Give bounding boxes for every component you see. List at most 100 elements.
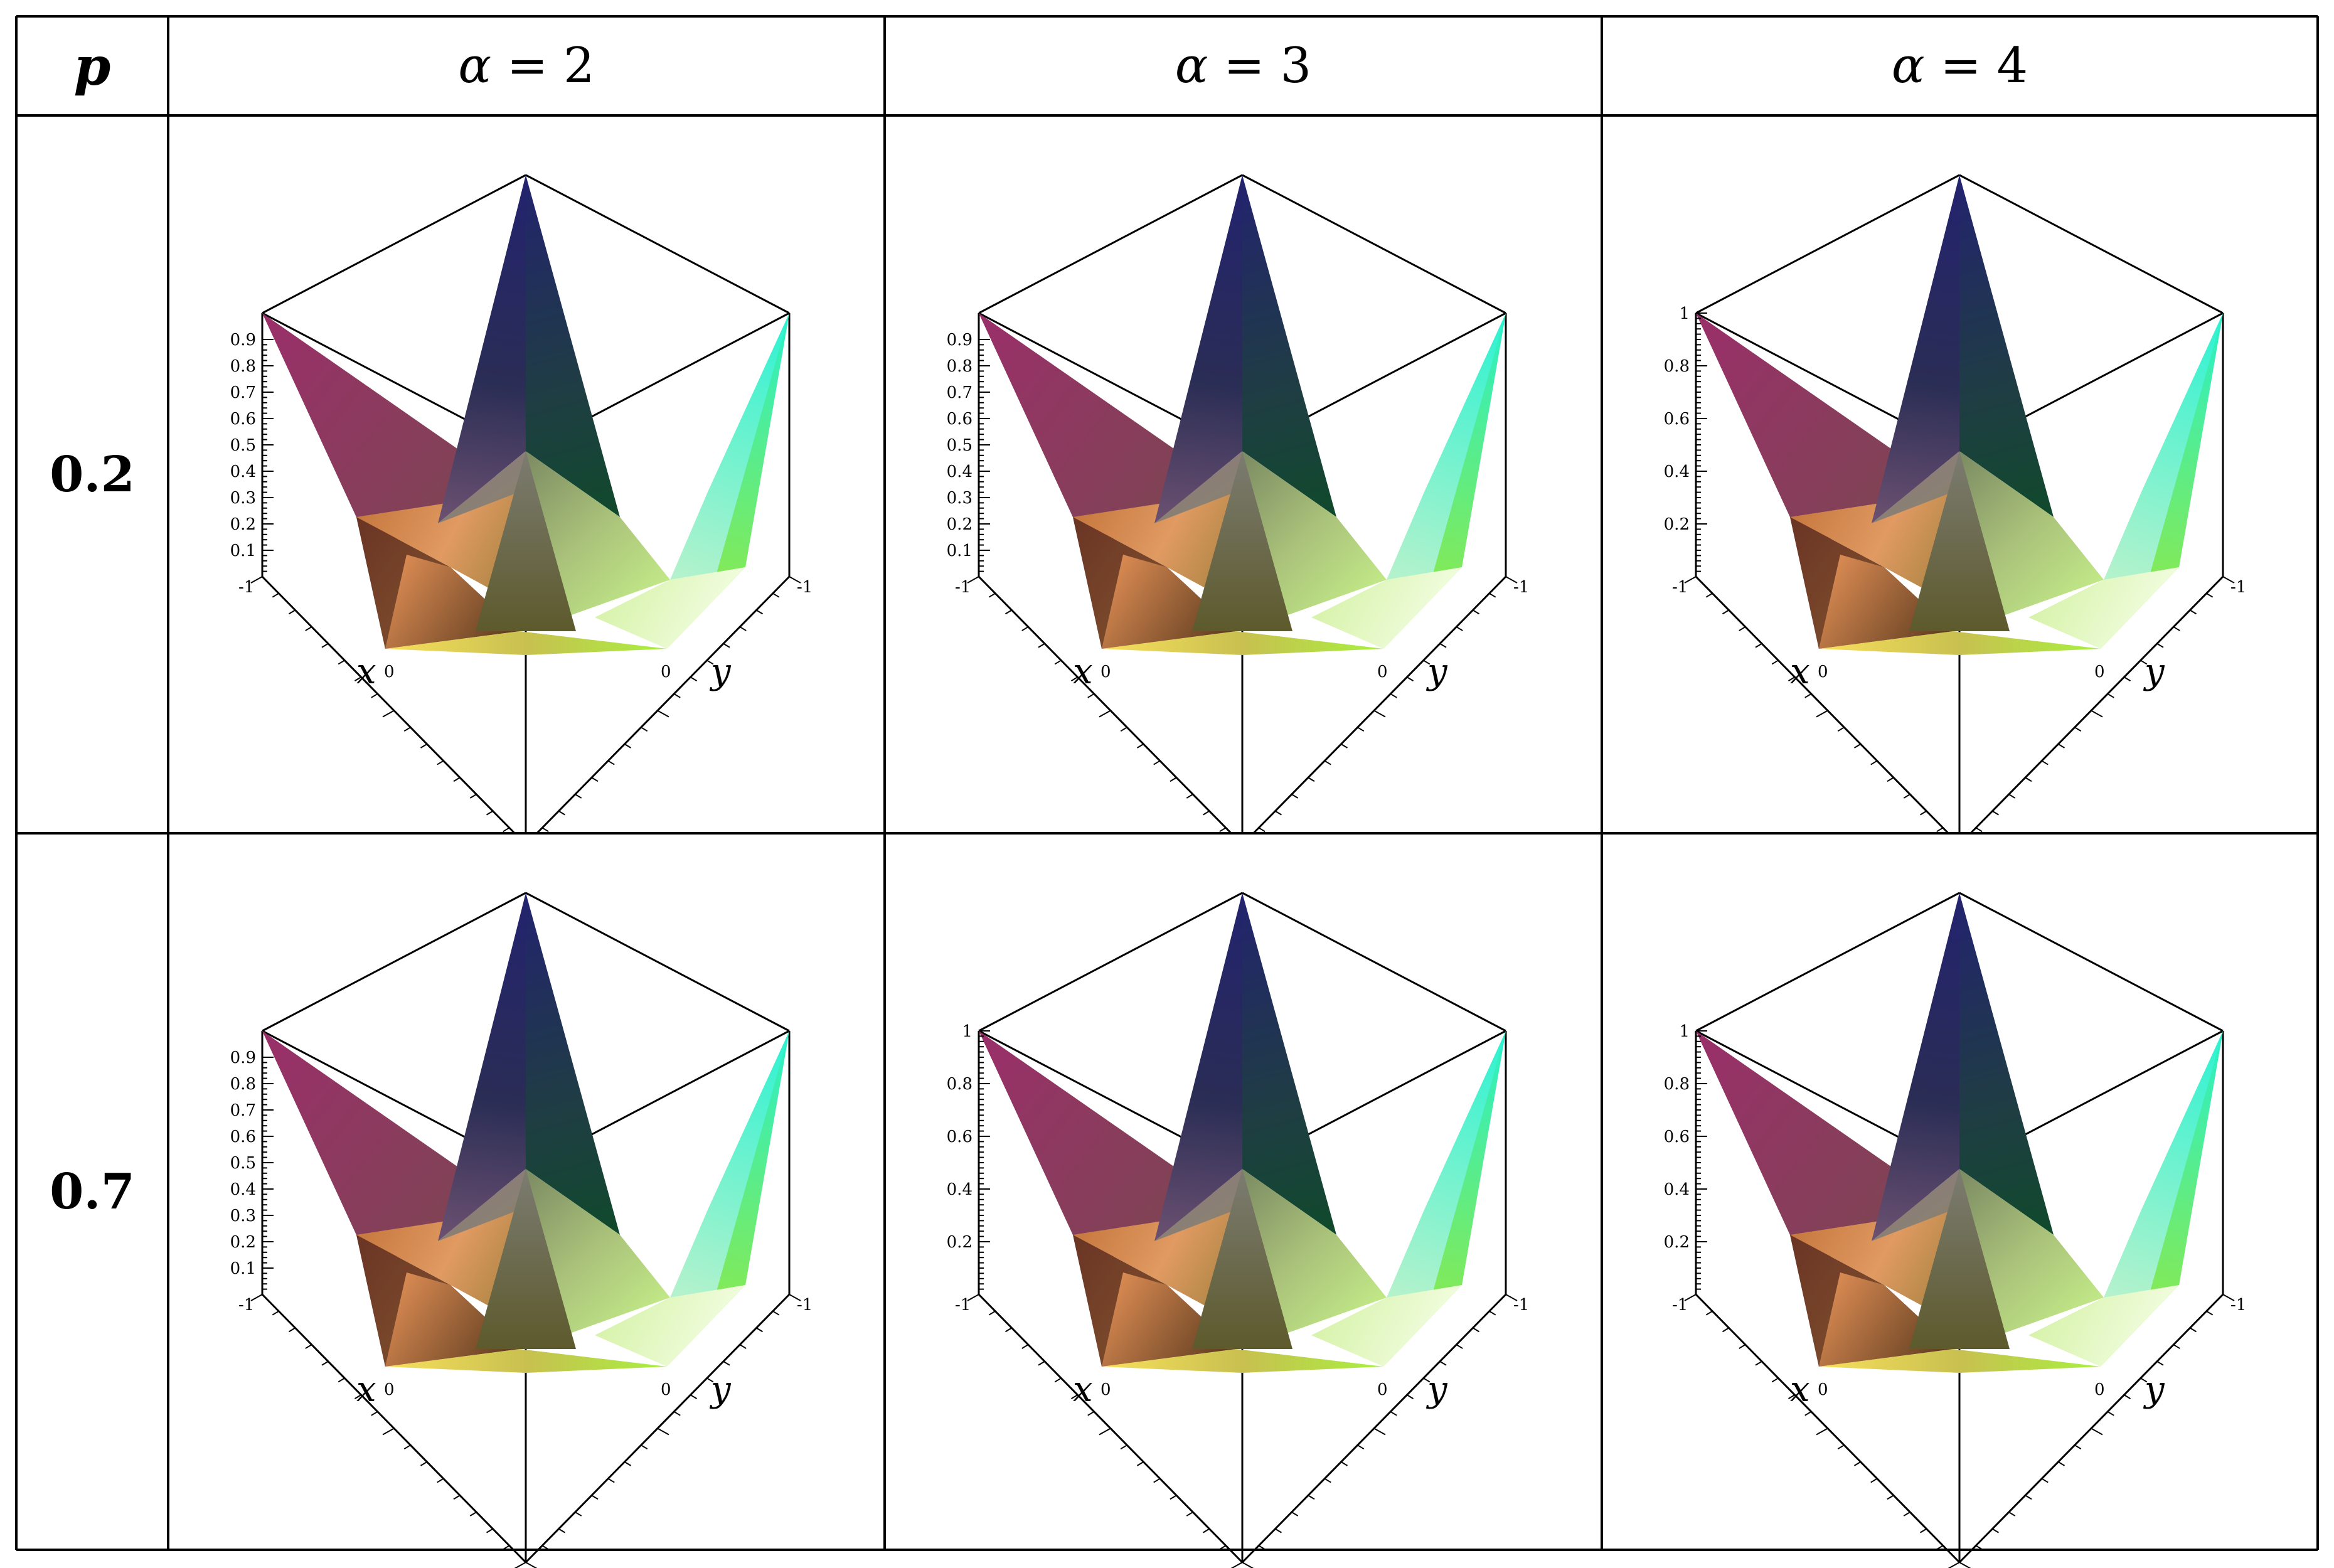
y-tick [772, 592, 780, 598]
y-tick [2189, 609, 2197, 615]
y-tick [1489, 1310, 1496, 1316]
z-tick-label: 0.6 [1664, 410, 1690, 429]
x-tick [1153, 1478, 1161, 1483]
y-tick [2206, 1310, 2214, 1316]
row-label-text: 0.2 [50, 445, 135, 503]
x-tick [321, 1360, 329, 1366]
y-tick [739, 1344, 747, 1349]
x-tick [1919, 1528, 1927, 1533]
y-tick [772, 1310, 780, 1316]
y-tick [2123, 1394, 2131, 1399]
surface-face [1959, 893, 2054, 1235]
surface-face [1872, 175, 1959, 523]
y-tick [1258, 827, 1266, 833]
x-tick [1038, 643, 1045, 648]
surface-face [1819, 1349, 2101, 1373]
y-tick [1340, 744, 1348, 749]
box-edge [1959, 892, 2224, 1032]
x-tick [1705, 1310, 1713, 1316]
z-tick-label: 0.3 [947, 489, 972, 508]
x-tick [1739, 626, 1746, 631]
z-tick-label: 0.1 [230, 541, 256, 560]
x-axis-label: x [1073, 651, 1093, 692]
x-tick [1948, 1562, 1960, 1568]
y-axis-label: y [2143, 651, 2165, 692]
surface-face [526, 175, 620, 517]
box-edge [1695, 892, 1960, 1032]
surface-face [476, 451, 576, 631]
x-tick [382, 1427, 395, 1436]
x-tick [1099, 1427, 1111, 1436]
z-tick-label: 0.6 [230, 1128, 256, 1146]
z-tick-label: 0.3 [230, 1207, 256, 1225]
surface-face [1192, 451, 1292, 631]
x-tick [371, 1411, 378, 1416]
z-tick-label: 0.8 [230, 357, 256, 376]
z-tick-label: 0.8 [230, 1075, 256, 1094]
y-tick [690, 1394, 698, 1399]
x-tick [305, 1344, 312, 1349]
x-tick [1054, 659, 1062, 665]
y-tick-label: 0 [2094, 1380, 2105, 1399]
y-tick [1975, 1545, 1983, 1550]
surface-face [438, 175, 526, 523]
z-axis: 0.2 0.4 0.6 0.8 1 [947, 1022, 990, 1290]
box-edge [525, 174, 790, 314]
y-tick [739, 626, 747, 631]
y-tick [1373, 1427, 1386, 1436]
xy-axes: -1 0 0 -1 x y [955, 576, 1529, 851]
x-tick [354, 676, 362, 681]
surface-face [438, 451, 526, 605]
surface-face [1790, 492, 1953, 605]
x-tick [1722, 609, 1730, 615]
surface-face [2028, 1285, 2179, 1367]
x-tick [1021, 626, 1029, 631]
x-tick-label: 0 [384, 1380, 395, 1399]
y-tick [2057, 1461, 2065, 1466]
surface-face [1872, 893, 1959, 1241]
x-tick [1070, 676, 1079, 681]
surface-face [1872, 1169, 1959, 1323]
y-tick [1456, 626, 1463, 631]
x-tick [1870, 760, 1878, 765]
surface-plot: 0.2 0.4 0.6 0.8 1 -1 0 0 -1 x y [1664, 174, 2246, 851]
x-tick [1887, 1495, 1894, 1500]
x-tick [1870, 1478, 1878, 1483]
y-tick [2074, 727, 2082, 732]
y-tick [2222, 576, 2235, 584]
z-tick-label: 0.2 [947, 515, 972, 534]
y-tick [789, 1294, 801, 1301]
surface-plot: 0.1 0.2 0.3 0.4 0.5 0.6 0.7 0.8 0.9 -1 0 0 -1 x y [230, 892, 813, 1568]
surface-face [1387, 1031, 1506, 1298]
x-tick [1038, 1360, 1045, 1366]
box-edge [525, 892, 790, 1032]
z-tick-label: 0.4 [230, 1180, 256, 1199]
y-tick [657, 710, 669, 718]
x-tick [403, 1444, 411, 1450]
y-tick [1274, 810, 1282, 816]
z-tick-label: 0.6 [230, 410, 256, 429]
y-tick [541, 1545, 549, 1550]
x-tick [1219, 1545, 1227, 1550]
xy-axes: -1 0 0 -1 x y [1672, 576, 2246, 851]
x-tick [321, 643, 329, 648]
z-tick-label: 0.2 [947, 1233, 972, 1252]
z-tick-label: 0.3 [230, 489, 256, 508]
x-tick [1219, 827, 1227, 833]
bounding-box [978, 174, 1507, 846]
surface-face [385, 631, 667, 655]
surface-face [1102, 1349, 1383, 1373]
z-tick-label: 0.5 [947, 436, 972, 455]
y-tick [789, 576, 801, 584]
y-tick-label: 0 [1377, 663, 1388, 681]
box-edge [1242, 892, 1506, 1032]
y-tick [1439, 1360, 1447, 1366]
x-tick [1903, 1512, 1910, 1517]
box-edge [1959, 174, 2224, 314]
surface-face [1387, 313, 1506, 580]
y-tick [1274, 1528, 1282, 1533]
alpha-symbol: α [1175, 38, 1208, 94]
x-tick [1816, 1427, 1828, 1436]
alpha-value: = 3 [1208, 38, 1312, 94]
row-label-p-0-2: 0.2 [16, 115, 168, 833]
